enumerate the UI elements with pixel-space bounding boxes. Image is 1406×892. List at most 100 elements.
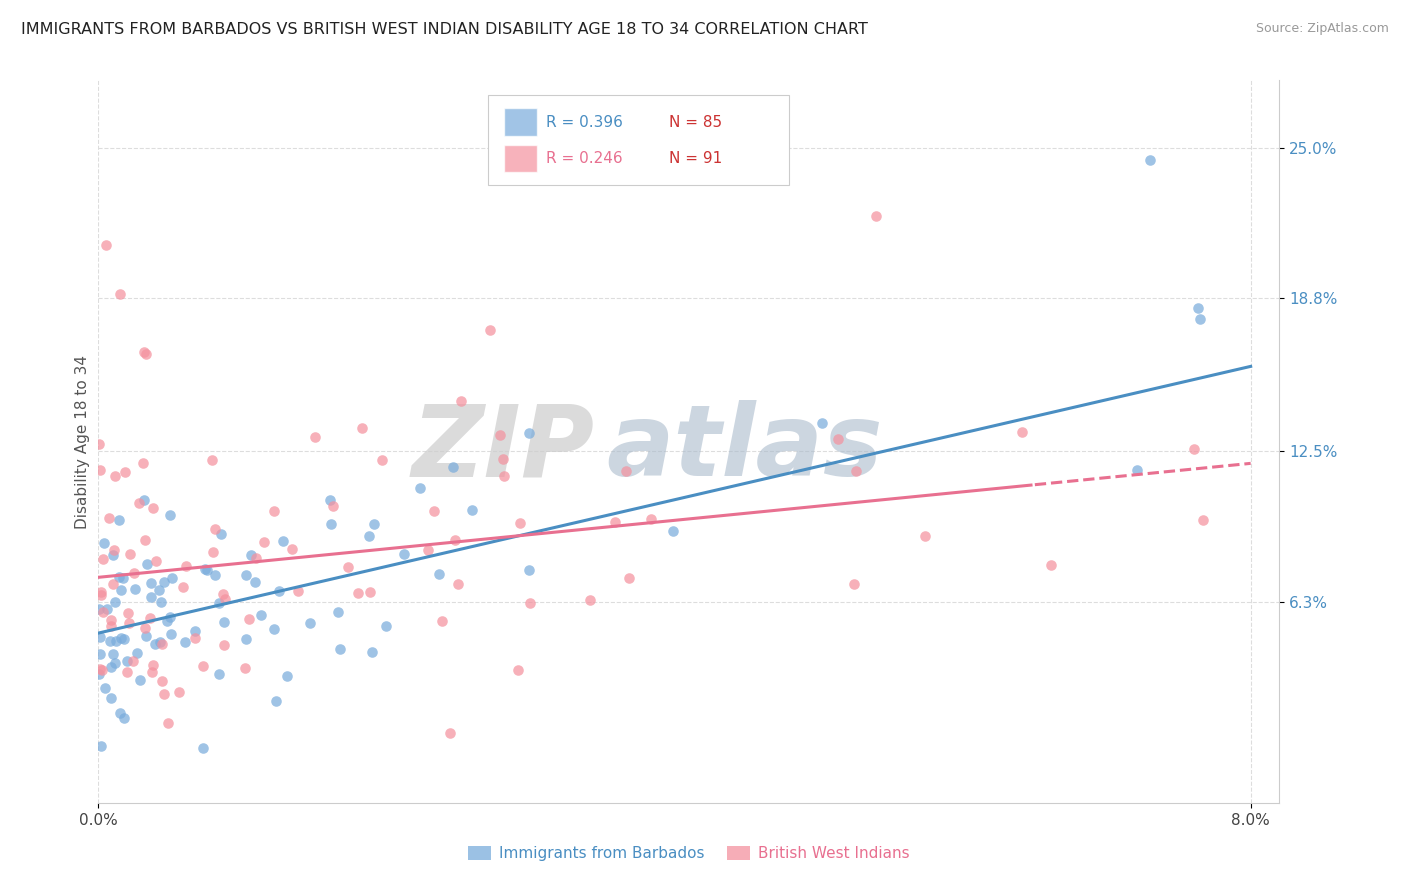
Point (132, 493, 155, 508)
Point (129, 673, 152, 687)
Point (423, 504, 446, 518)
Point (112, 632, 135, 646)
Point (250, 608, 273, 623)
Point (90, 663, 112, 677)
Point (361, 645, 384, 659)
FancyBboxPatch shape (488, 95, 789, 185)
Point (104, 656, 127, 670)
Point (115, 654, 138, 668)
Point (214, 638, 236, 652)
Point (134, 621, 156, 635)
Point (208, 667, 231, 681)
Point (112, 711, 135, 725)
Point (235, 567, 257, 582)
Point (149, 595, 172, 609)
Point (287, 584, 309, 599)
Point (89, 662, 111, 676)
Point (329, 642, 352, 657)
Point (276, 669, 298, 683)
Point (208, 596, 231, 610)
Point (304, 430, 326, 444)
Point (159, 610, 181, 624)
Point (87, 602, 110, 616)
Point (191, 740, 214, 755)
Point (488, 428, 510, 442)
Point (89, 463, 111, 477)
Point (662, 524, 685, 538)
Point (153, 687, 176, 701)
Point (280, 542, 302, 557)
Point (89, 648, 111, 662)
Text: atlas: atlas (606, 401, 883, 497)
Point (319, 492, 342, 507)
Point (235, 632, 257, 646)
Point (108, 513, 131, 527)
Point (519, 596, 541, 610)
Point (347, 586, 370, 600)
Point (517, 563, 540, 577)
Point (204, 522, 226, 536)
Point (142, 501, 165, 516)
Point (374, 619, 396, 633)
Point (174, 635, 197, 649)
Point (1139, 153, 1161, 168)
Point (439, 726, 461, 740)
Point (90, 584, 112, 599)
Point (240, 549, 263, 563)
Point (108, 570, 131, 584)
Point (131, 457, 153, 471)
Point (322, 499, 344, 513)
Point (371, 452, 394, 467)
Text: ZIP: ZIP (412, 401, 595, 497)
Point (117, 607, 139, 621)
Point (444, 533, 467, 547)
Point (103, 548, 125, 562)
Point (108, 706, 131, 720)
Point (603, 515, 626, 529)
Point (319, 516, 342, 531)
Point (122, 566, 145, 580)
Point (492, 452, 515, 467)
Point (441, 459, 464, 474)
Point (827, 433, 849, 447)
Point (1126, 463, 1149, 477)
Point (145, 554, 167, 568)
Point (117, 665, 139, 679)
Point (139, 575, 162, 590)
Point (1192, 513, 1215, 527)
Point (1011, 425, 1033, 440)
Point (167, 685, 190, 699)
Point (143, 636, 166, 650)
FancyBboxPatch shape (503, 145, 537, 172)
Point (209, 527, 232, 541)
Point (98, 634, 121, 648)
Point (98, 511, 121, 525)
Point (91, 605, 114, 619)
Point (87, 667, 110, 681)
Point (430, 614, 453, 628)
Point (184, 624, 207, 639)
Legend: Immigrants from Barbados, British West Indians: Immigrants from Barbados, British West I… (463, 840, 915, 867)
Point (172, 580, 194, 594)
Point (450, 393, 472, 408)
Point (617, 571, 640, 585)
Point (89, 630, 111, 644)
Point (263, 504, 285, 518)
Text: IMMIGRANTS FROM BARBADOS VS BRITISH WEST INDIAN DISABILITY AGE 18 TO 34 CORRELAT: IMMIGRANTS FROM BARBADOS VS BRITISH WEST… (21, 22, 868, 37)
Point (427, 567, 450, 582)
Point (842, 577, 865, 591)
Point (111, 571, 134, 585)
Point (212, 587, 235, 601)
Point (326, 605, 349, 619)
Point (142, 658, 165, 673)
Point (245, 551, 267, 566)
Point (183, 632, 205, 646)
Point (150, 637, 173, 651)
Point (155, 614, 177, 628)
Point (93, 536, 115, 550)
Point (135, 558, 157, 572)
Point (193, 562, 215, 576)
Point (174, 558, 197, 573)
Point (201, 452, 224, 467)
Point (101, 576, 124, 591)
